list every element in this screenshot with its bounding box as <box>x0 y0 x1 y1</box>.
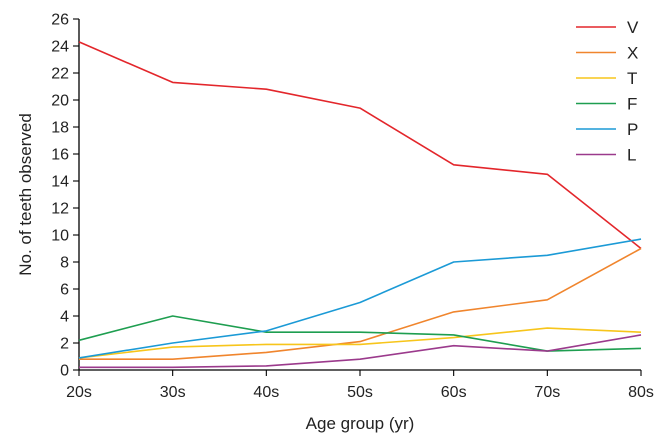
x-tick-label: 30s <box>160 384 186 401</box>
legend-label-t: T <box>627 69 637 88</box>
y-tick-label: 2 <box>60 336 69 353</box>
series-line-p <box>78 238 642 359</box>
y-tick-label: 0 <box>60 363 69 380</box>
y-tick-label: 18 <box>51 120 69 137</box>
y-axis-title: No. of teeth observed <box>16 113 35 276</box>
y-tick-label: 8 <box>60 255 69 272</box>
y-tick-label: 16 <box>51 147 69 164</box>
x-axis-title: Age group (yr) <box>306 414 415 433</box>
series-line-l <box>79 334 642 369</box>
x-axis: 20s 30s 40s 50s 60s 70s 80s <box>66 369 654 401</box>
y-tick-label: 24 <box>51 39 69 56</box>
y-tick-label: 26 <box>51 12 69 29</box>
legend-label-l: L <box>627 146 636 165</box>
y-tick-label: 4 <box>60 309 69 326</box>
series-line-f <box>78 315 642 352</box>
x-tick-label: 80s <box>628 384 654 401</box>
series-line-x <box>79 247 642 361</box>
y-tick-label: 22 <box>51 66 69 83</box>
x-tick-label: 70s <box>534 384 560 401</box>
y-tick-label: 20 <box>51 93 69 110</box>
legend-label-x: X <box>627 44 638 63</box>
x-tick-label: 20s <box>66 384 92 401</box>
series-line-t <box>78 327 642 359</box>
x-tick-label: 50s <box>347 384 373 401</box>
legend-label-p: P <box>627 120 638 139</box>
y-tick-label: 10 <box>51 228 69 245</box>
x-tick-label: 60s <box>441 384 467 401</box>
series-line-v <box>78 41 642 250</box>
legend-label-f: F <box>627 95 637 114</box>
y-tick-label: 6 <box>60 282 69 299</box>
y-tick-label: 14 <box>51 174 69 191</box>
x-tick-label: 40s <box>253 384 279 401</box>
y-tick-label: 12 <box>51 201 69 218</box>
series-lines <box>78 41 642 369</box>
legend-label-v: V <box>627 18 639 37</box>
